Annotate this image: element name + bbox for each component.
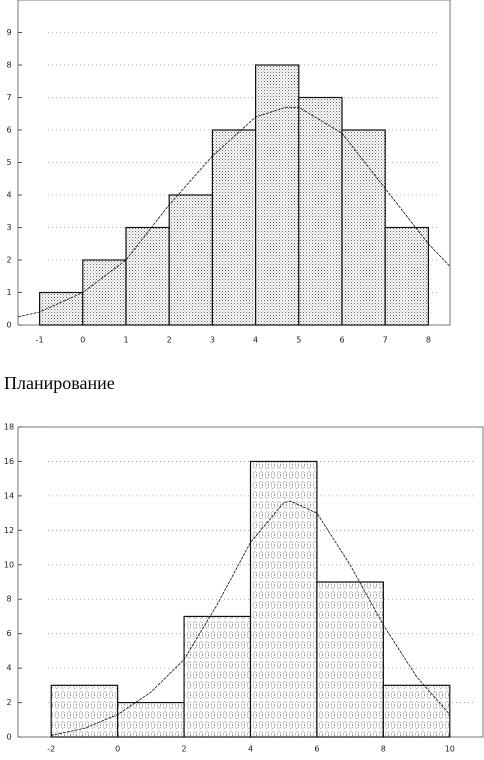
y-tick-label: 16 [4, 457, 14, 466]
y-tick-label: 6 [6, 126, 11, 135]
x-tick-label: 3 [210, 336, 215, 345]
y-tick-label: 4 [6, 191, 11, 200]
y-tick-label: 18 [4, 423, 14, 432]
bar [183, 615, 252, 738]
y-tick-label: 3 [6, 223, 11, 232]
bar [341, 129, 386, 326]
bar [382, 684, 451, 738]
caption: Планирование [4, 373, 115, 393]
bar [50, 684, 119, 738]
x-tick-label: 8 [381, 745, 386, 754]
x-tick-label: 6 [314, 745, 319, 754]
bar [298, 96, 343, 326]
y-tick-label: 4 [6, 664, 11, 673]
x-tick-label: 6 [339, 336, 344, 345]
bar [316, 581, 384, 738]
y-tick-label: 0 [6, 733, 11, 742]
x-tick-label: -1 [36, 336, 44, 345]
bar [168, 194, 213, 326]
y-tick-label: 14 [4, 491, 14, 500]
x-tick-label: 2 [167, 336, 172, 345]
bar [384, 226, 430, 326]
y-tick-label: 8 [6, 61, 11, 70]
y-tick-label: 10 [4, 560, 14, 569]
x-tick-label: 4 [253, 336, 258, 345]
y-tick-label: 12 [4, 526, 14, 535]
bar [249, 460, 318, 738]
x-tick-label: -2 [47, 745, 55, 754]
x-tick-label: 1 [123, 336, 128, 345]
y-tick-label: 8 [6, 595, 11, 604]
fit-curve [17, 106, 451, 318]
y-tick-label: 5 [6, 158, 11, 167]
x-tick-label: 10 [445, 745, 455, 754]
x-tick-label: 5 [296, 336, 301, 345]
bar [82, 259, 127, 326]
bar [211, 129, 257, 326]
x-tick-label: 4 [248, 745, 253, 754]
y-tick-label: 2 [6, 256, 11, 265]
x-tick-label: 2 [182, 745, 187, 754]
bar [125, 226, 170, 326]
y-tick-label: 2 [6, 698, 11, 707]
y-tick-label: 1 [6, 288, 11, 297]
bar [255, 64, 300, 326]
x-tick-label: 0 [115, 745, 120, 754]
fit-curve [51, 500, 451, 736]
y-tick-label: 7 [6, 93, 11, 102]
y-tick-label: 0 [6, 321, 11, 330]
y-tick-label: 9 [6, 28, 11, 37]
x-tick-label: 0 [80, 336, 85, 345]
x-tick-label: 8 [426, 336, 431, 345]
x-tick-label: 7 [383, 336, 388, 345]
y-tick-label: 6 [6, 629, 11, 638]
bar [117, 701, 185, 738]
